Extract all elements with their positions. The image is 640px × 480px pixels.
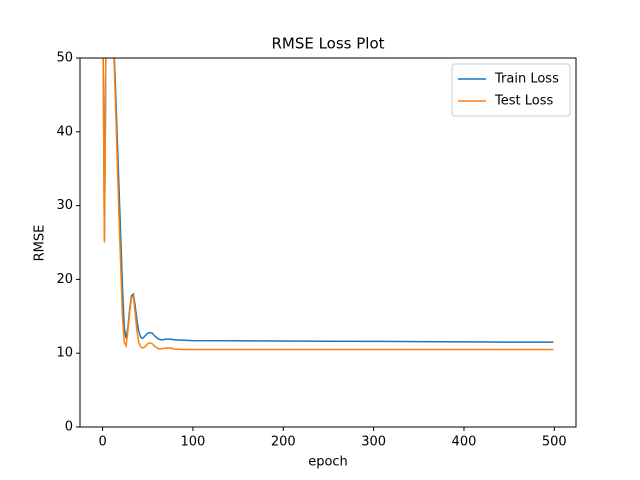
legend-box xyxy=(451,63,571,117)
y-tick-label: 0 xyxy=(65,420,73,435)
axes-frame xyxy=(79,57,577,428)
x-tick-label: 100 xyxy=(181,435,206,450)
y-tick-label: 30 xyxy=(56,198,73,213)
series-line xyxy=(102,58,554,351)
x-tick-label: 500 xyxy=(542,435,567,450)
legend-label: Test Loss xyxy=(494,94,553,109)
series-line xyxy=(102,58,554,343)
x-tick-label: 200 xyxy=(271,435,296,450)
x-axis-label: epoch xyxy=(308,455,348,470)
y-axis-label: RMSE xyxy=(33,225,48,262)
legend-label: Train Loss xyxy=(494,72,559,87)
chart-title: RMSE Loss Plot xyxy=(271,35,384,53)
y-tick-label: 10 xyxy=(56,346,73,361)
y-tick-label: 40 xyxy=(56,124,73,139)
x-tick-label: 0 xyxy=(98,435,106,450)
x-tick-label: 300 xyxy=(361,435,386,450)
y-tick-label: 50 xyxy=(56,51,73,66)
x-tick-label: 400 xyxy=(452,435,477,450)
y-tick-label: 20 xyxy=(56,272,73,287)
plot-area xyxy=(102,58,554,351)
